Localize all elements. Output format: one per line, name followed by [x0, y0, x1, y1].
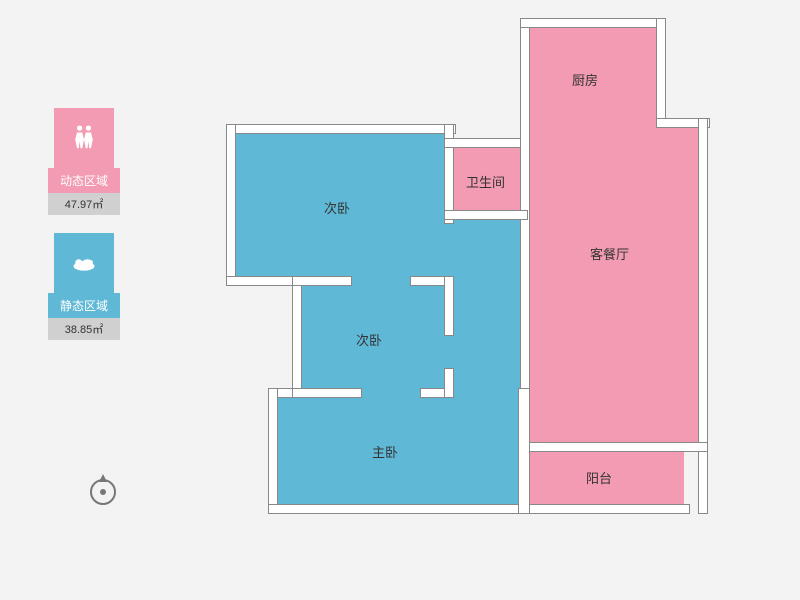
legend-quiet-box: [54, 233, 114, 293]
label-bathroom: 卫生间: [466, 172, 505, 191]
wall-segment: [656, 18, 666, 128]
label-master: 主卧: [372, 442, 398, 461]
wall-segment: [520, 18, 664, 28]
wall-segment: [444, 138, 528, 148]
wall-segment: [444, 210, 528, 220]
legend-quiet-label: 静态区域: [48, 293, 120, 318]
wall-segment: [292, 276, 352, 286]
wall-segment: [268, 388, 278, 510]
compass-icon: [84, 470, 122, 513]
wall-segment: [520, 504, 690, 514]
legend-active-label: 动态区域: [48, 168, 120, 193]
wall-segment: [444, 276, 454, 336]
wall-segment: [444, 368, 454, 398]
label-kitchen: 厨房: [572, 70, 598, 89]
label-living: 客餐厅: [590, 244, 629, 263]
sleep-icon: [70, 247, 98, 280]
label-bedroom2b: 次卧: [356, 330, 382, 349]
figures-icon: [70, 122, 98, 155]
floor-plan: 厨房 卫生间 客餐厅 阳台 次卧 次卧 主卧: [190, 18, 750, 578]
wall-segment: [520, 442, 708, 452]
legend-active-value: 47.97㎡: [48, 193, 120, 215]
label-balcony: 阳台: [586, 468, 612, 487]
wall-segment: [226, 124, 456, 134]
room-corridor: [450, 216, 528, 392]
wall-segment: [226, 276, 298, 286]
wall-segment: [292, 276, 302, 394]
room-living: [528, 122, 702, 448]
wall-segment: [226, 124, 236, 282]
wall-segment: [698, 118, 708, 514]
wall-segment: [292, 388, 362, 398]
legend-active-box: [54, 108, 114, 168]
label-bedroom2a: 次卧: [324, 198, 350, 217]
legend-panel: 动态区域 47.97㎡ 静态区域 38.85㎡: [48, 108, 120, 358]
wall-segment: [518, 388, 530, 514]
legend-quiet-value: 38.85㎡: [48, 318, 120, 340]
wall-segment: [268, 504, 524, 514]
